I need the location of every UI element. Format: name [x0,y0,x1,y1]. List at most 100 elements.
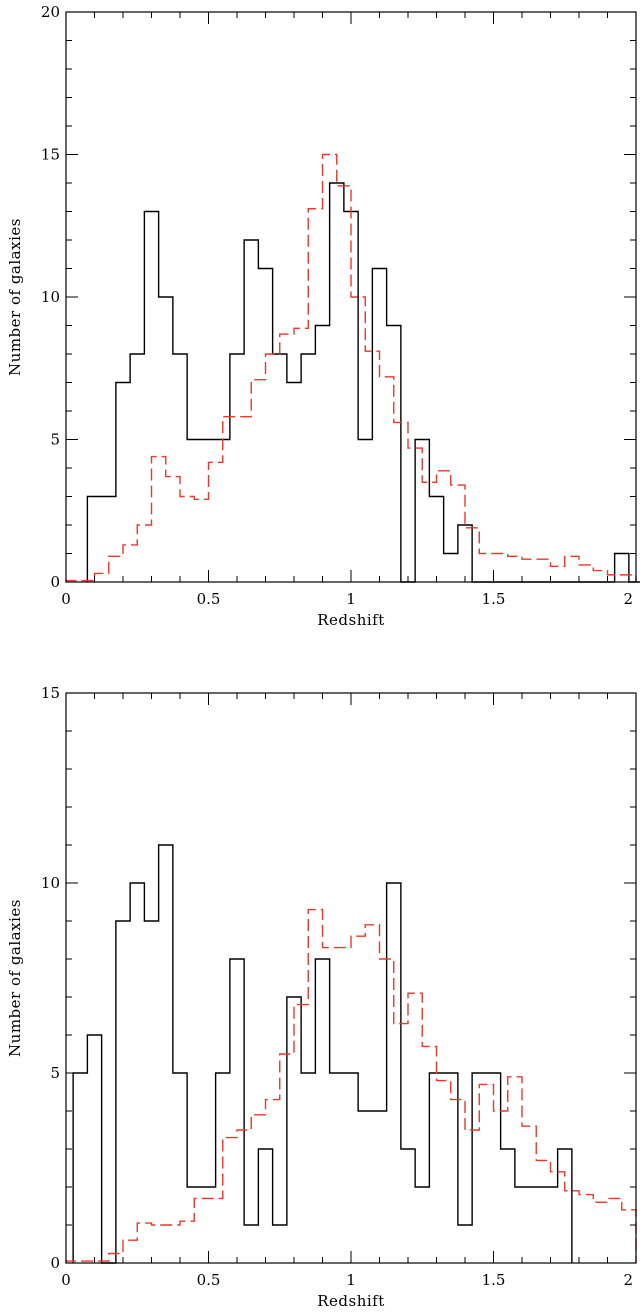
histogram-bin [301,1073,315,1263]
x-tick-label: 1.5 [482,1271,506,1289]
histogram-bin [508,556,522,582]
histogram-bin [380,377,394,582]
histogram-outline [72,844,573,1264]
histogram-bin [337,186,351,582]
y-tick-label: 15 [41,146,60,164]
x-tick-label: 0 [61,590,71,608]
histogram-bin [301,354,315,582]
histogram-bin [522,559,536,582]
histogram-bin [387,326,401,583]
x-tick-label: 2 [623,590,633,608]
histogram-bin [422,482,436,582]
histogram-bin [479,554,493,583]
histogram-bin [144,212,158,583]
histogram-bin [266,354,280,582]
histogram-bin [130,354,144,582]
histogram-bin [180,497,194,583]
histogram-bin [444,554,458,583]
histogram-bin [501,1149,515,1263]
histogram-bin [223,1138,237,1263]
histogram-bin [187,440,201,583]
histogram-bin [344,1073,358,1263]
histogram-bin [543,1187,557,1263]
histogram-bin [251,380,265,582]
histogram-bin [244,1225,258,1263]
x-tick-label: 1 [346,590,356,608]
y-tick-label: 10 [41,874,60,892]
histogram-bin [551,566,565,582]
histogram-bin [429,1073,443,1263]
histogram-bin [152,1225,166,1263]
histogram-outline [86,182,640,583]
histogram-bin [258,1149,272,1263]
histogram-bin [201,440,215,583]
histogram-bin [429,497,443,583]
histogram-bin [137,1223,151,1263]
histogram-bin [365,925,379,1263]
histogram-bin [273,354,287,582]
histogram-bin [330,183,344,582]
y-tick-label: 15 [41,684,60,702]
histogram-bin [579,565,593,582]
histogram-bin [315,326,329,583]
histogram-bin [444,1073,458,1263]
histogram-bin [287,383,301,583]
x-tick-label: 0 [61,1271,71,1289]
histogram-bin [166,477,180,582]
histogram-bin [130,883,144,1263]
histogram-bin [515,1187,529,1263]
histogram-bin [209,462,223,582]
x-tick-label: 1 [346,1271,356,1289]
y-tick-label: 5 [50,1064,60,1082]
histogram-bin [358,440,372,583]
histogram-bin [437,1081,451,1263]
histogram-bin [159,297,173,582]
histogram-bin [230,959,244,1263]
histogram-bin [173,1073,187,1263]
y-tick-label: 0 [50,1254,60,1272]
histogram-bin [622,1210,636,1263]
y-tick-label: 20 [41,3,60,21]
histogram-bin [458,525,472,582]
histogram-bin [415,1187,429,1263]
histogram-bin [137,525,151,582]
histogram-bin [536,1160,550,1263]
histogram-bin [159,845,173,1263]
x-axis-label: Redshift [317,611,385,629]
histogram-bin [337,948,351,1263]
chart-panel-2: 0 0.5 1 1.5 2 0 5 10 15 Redshift Number of galaxie… [6,684,637,1310]
y-axis-label: Number of galaxies [6,899,24,1057]
histogram-outline [65,153,637,582]
histogram-bin [109,556,123,582]
histogram-series-2 [65,153,637,583]
histogram-bin [579,1195,593,1263]
plot-frame [65,692,637,1264]
histogram-bin [308,209,322,582]
histogram-bin [372,269,386,583]
histogram-bin [529,1187,543,1263]
y-tick-label: 5 [50,431,60,449]
histogram-bin [194,1198,208,1263]
x-tick-label: 0.5 [197,590,221,608]
histogram-bin [194,499,208,582]
histogram-bin [166,1225,180,1263]
histogram-bin [615,554,629,583]
histogram-bin [558,1149,572,1263]
histogram-bin [116,921,130,1263]
histogram-bin [95,573,109,582]
histogram-bin [173,354,187,582]
histogram-bin [123,1240,137,1263]
histogram-bin [401,1149,415,1263]
y-axis-label: Number of galaxies [6,218,24,376]
histogram-bin [287,997,301,1263]
y-tick-label: 10 [41,288,60,306]
histogram-series-2 [65,908,637,1263]
histogram-bin [87,1035,101,1263]
x-tick-label: 0.5 [197,1271,221,1289]
histogram-bin [258,269,272,583]
histogram-bin [237,417,251,582]
histogram-bin [223,417,237,582]
x-tick-label: 1.5 [482,590,506,608]
